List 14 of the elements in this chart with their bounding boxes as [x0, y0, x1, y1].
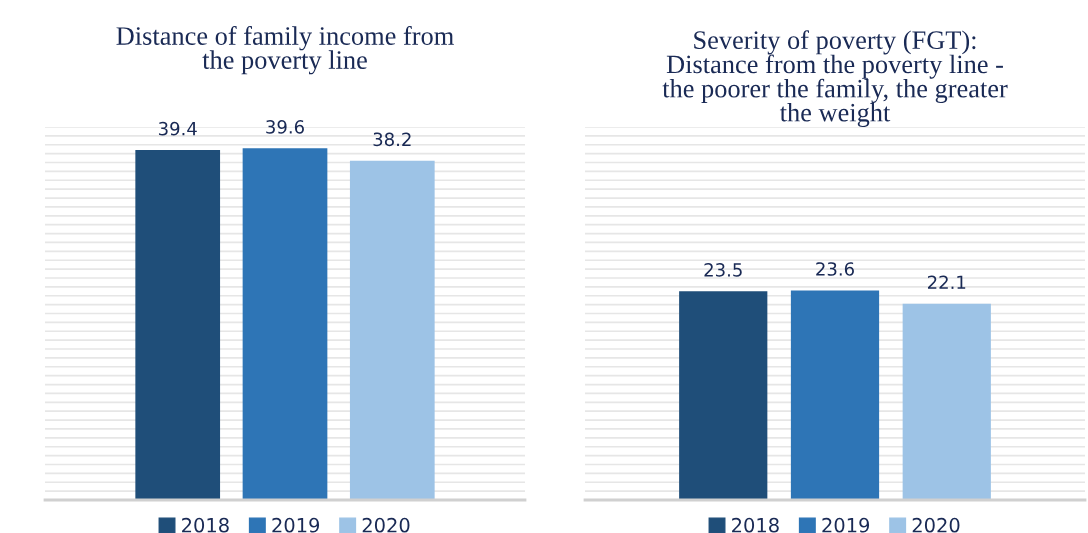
- legend-label: 2019: [822, 517, 870, 533]
- data-label: 23.6: [816, 262, 854, 276]
- legend-label: 2018: [182, 517, 229, 533]
- data-label: 23.5: [704, 263, 742, 277]
- legend-label: 2018: [732, 517, 779, 533]
- data-label: 39.6: [266, 120, 304, 134]
- legend-label: 2019: [272, 517, 320, 533]
- chart-title: Severity of poverty (FGT): Distance from the poverty line - the poorer the family, the greater the weight: [662, 30, 1008, 127]
- data-label: 38.2: [373, 132, 411, 147]
- legend-label: 2020: [912, 517, 960, 533]
- data-label: 22.1: [927, 275, 966, 289]
- data-label: 39.4: [158, 121, 197, 136]
- chart-title: Distance of family income from the poverty line: [116, 26, 454, 75]
- legend-label: 2020: [362, 517, 410, 533]
